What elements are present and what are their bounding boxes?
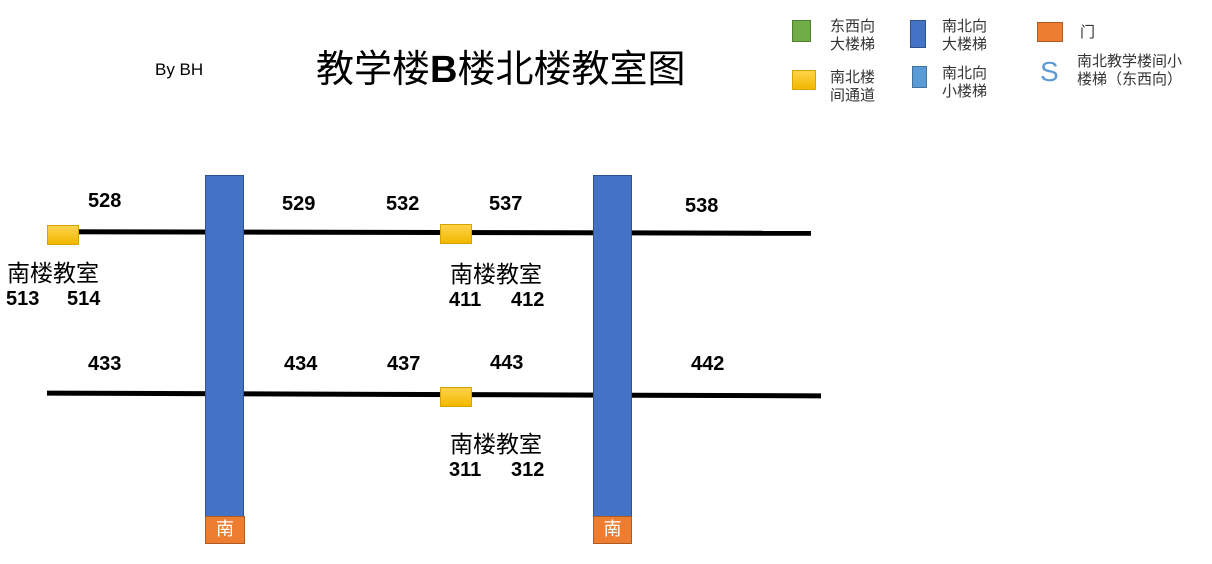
ns-big-stair-label-1: 南北向: [942, 17, 988, 35]
ns-passage-label-2: 间通道: [830, 86, 876, 104]
ns-passage-label-1: 南北楼: [830, 68, 876, 86]
room-label: 434: [284, 353, 318, 375]
ns-big-stair-label: 南北向 大楼梯: [942, 17, 987, 53]
door-west: 南: [205, 516, 245, 544]
ns-passage-label: 南北楼 间通道: [830, 68, 875, 104]
title-suffix: 楼北楼教室图: [457, 47, 686, 91]
ns-small-stair-label-1: 南北向: [942, 64, 988, 82]
ns-small-stair-swatch: [912, 66, 927, 88]
author-label: By BH: [155, 60, 204, 79]
room-label: 537: [489, 193, 523, 215]
small-stair-symbol: S: [1040, 56, 1059, 87]
south-building-label: 南楼教室: [450, 262, 542, 288]
south-building-label: 南楼教室: [450, 432, 542, 458]
small-stair-label-1: 南北教学楼间小: [1077, 52, 1183, 70]
page-title: 教学楼B楼北楼教室图: [316, 38, 685, 93]
ew-stair-label-2: 大楼梯: [830, 35, 876, 53]
room-label: 513: [6, 288, 40, 310]
floor4-corridor: [46, 390, 822, 399]
passage-mid-f4: [440, 387, 472, 407]
ns-big-stair-swatch: [910, 20, 926, 48]
room-label: 538: [685, 195, 719, 217]
small-stair-label-2: 楼梯（东西向）: [1077, 70, 1183, 88]
ns-big-stair-east: [593, 175, 632, 517]
room-label: 312: [511, 459, 545, 481]
room-label: 412: [511, 289, 545, 311]
ns-small-stair-label-2: 小楼梯: [942, 82, 988, 100]
ns-small-stair-label: 南北向 小楼梯: [942, 64, 987, 100]
south-building-label: 南楼教室: [7, 261, 99, 287]
passage-west-f5: [47, 225, 79, 245]
room-label: 311: [449, 459, 482, 481]
room-label: 528: [88, 190, 122, 212]
title-bold: B: [430, 49, 458, 91]
floor5-corridor: [46, 229, 812, 236]
room-label: 529: [282, 193, 316, 215]
ns-big-stair-west: [205, 175, 244, 517]
door-swatch: [1037, 22, 1063, 42]
room-label: 442: [691, 353, 725, 375]
room-label: 514: [67, 288, 101, 310]
room-label: 443: [490, 352, 524, 374]
ew-stair-swatch: [792, 20, 811, 42]
title-prefix: 教学楼: [316, 47, 431, 91]
ew-stair-label: 东西向 大楼梯: [830, 17, 875, 53]
door-label: 门: [1080, 23, 1096, 41]
ns-passage-swatch: [792, 70, 816, 90]
passage-mid-f5: [440, 224, 472, 244]
door-east: 南: [593, 516, 632, 544]
small-stair-label: 南北教学楼间小 楼梯（东西向）: [1077, 52, 1182, 88]
room-label: 411: [449, 289, 482, 311]
ew-stair-label-1: 东西向: [830, 17, 876, 35]
ns-big-stair-label-2: 大楼梯: [942, 35, 988, 53]
room-label: 433: [88, 353, 122, 375]
room-label: 437: [387, 353, 421, 375]
room-label: 532: [386, 193, 420, 215]
